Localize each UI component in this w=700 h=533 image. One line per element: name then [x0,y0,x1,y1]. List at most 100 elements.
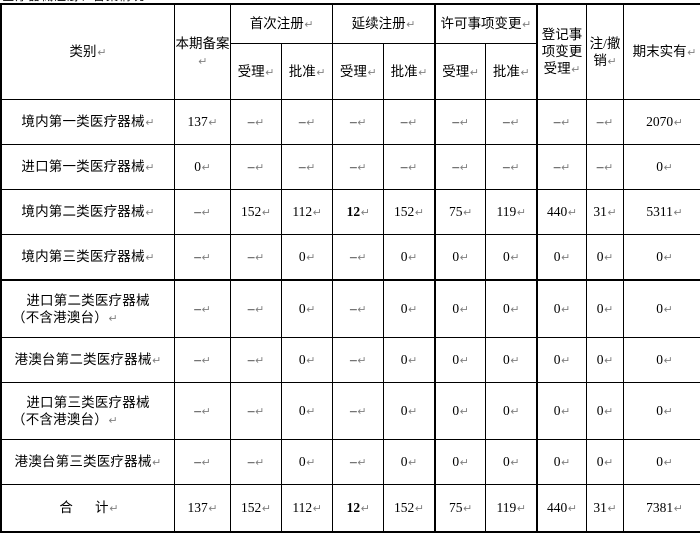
paragraph-mark-icon: ↵ [604,251,613,264]
header-sub-renewal-approve: 批准↵ [384,44,435,100]
row-label-5: 进口第二类医疗器械（不含港澳台）↵ [1,280,175,338]
cell-value: – [401,158,408,175]
table-cell-延续注册批准: 0↵ [384,383,435,440]
paragraph-mark-icon: ↵ [202,251,211,264]
cell-value: 0 [401,351,408,368]
table-header: 类别↵ 本期备案↵ 首次注册↵ 延续注册↵ 许可事项变更↵ 登记事项变更受理↵ [1,4,700,100]
header-group-first-registration-label: 首次注册 [250,16,304,31]
paragraph-mark-icon: ↵ [561,303,570,316]
paragraph-mark-icon: ↵ [198,55,207,68]
table-cell-许可事项变更受理: 75↵ [435,485,486,533]
cell-value: – [299,113,306,130]
header-group-license-change-label: 许可事项变更 [441,16,522,31]
paragraph-mark-icon: ↵ [304,18,313,31]
paragraph-mark-icon: ↵ [145,116,154,129]
table-cell-许可事项变更受理: 0↵ [435,440,486,485]
cell-value: – [503,158,510,175]
cell-value: – [452,113,459,130]
paragraph-mark-icon: ↵ [415,502,424,515]
cell-value: 0 [597,402,604,419]
header-sub-renewal-accept: 受理↵ [333,44,384,100]
table-cell-延续注册批准: 0↵ [384,338,435,383]
cell-value: – [350,248,357,265]
row-label-1: 境内第一类医疗器械↵ [1,100,175,145]
table-cell-期末实有: 0↵ [624,383,700,440]
paragraph-mark-icon: ↵ [408,251,417,264]
paragraph-mark-icon: ↵ [568,206,577,219]
paragraph-mark-icon: ↵ [408,161,417,174]
paragraph-mark-icon: ↵ [306,456,315,469]
paragraph-mark-icon: ↵ [357,251,366,264]
table-cell-期末实有: 0↵ [624,440,700,485]
paragraph-mark-icon: ↵ [517,502,526,515]
paragraph-mark-icon: ↵ [367,66,376,79]
paragraph-mark-icon: ↵ [316,66,325,79]
cell-value: 0 [299,248,306,265]
cell-value: – [350,453,357,470]
cell-value: – [194,453,201,470]
table-cell-期末实有: 2070↵ [624,100,700,145]
header-registration-change-accept: 登记事项变更受理↵ [537,4,587,100]
table-cell-许可事项变更批准: 0↵ [486,338,537,383]
cell-value: 0 [299,351,306,368]
table-cell-期末实有: 7381↵ [624,485,700,533]
header-cancel-withdraw: 注/撤销↵ [587,4,624,100]
row-label-line1: 进口第二类医疗器械 [26,293,149,308]
table-cell-首次注册受理: –↵ [231,280,282,338]
table-container: 类别↵ 本期备案↵ 首次注册↵ 延续注册↵ 许可事项变更↵ 登记事项变更受理↵ [0,3,700,533]
row-label-line1: 港澳台第二类医疗器械 [15,352,152,367]
table-row: 境内第一类医疗器械↵137↵–↵–↵–↵–↵–↵–↵–↵–↵2070↵ [1,100,700,145]
paragraph-mark-icon: ↵ [202,354,211,367]
table-cell-许可事项变更批准: 119↵ [486,485,537,533]
cell-value: 5311 [646,203,673,220]
paragraph-mark-icon: ↵ [664,456,673,469]
paragraph-mark-icon: ↵ [145,161,154,174]
table-cell-登记事项变更受理: 440↵ [537,190,587,235]
cell-value: 0 [299,300,306,317]
table-cell-登记事项变更受理: –↵ [537,145,587,190]
table-cell-许可事项变更批准: 0↵ [486,383,537,440]
table-cell-本期备案: –↵ [175,235,231,281]
paragraph-mark-icon: ↵ [510,251,519,264]
cell-value: 0 [452,453,459,470]
cell-value: 0 [554,351,561,368]
paragraph-mark-icon: ↵ [604,116,613,129]
header-group-first-registration: 首次注册↵ [231,4,333,44]
table-cell-许可事项变更批准: 119↵ [486,190,537,235]
paragraph-mark-icon: ↵ [604,303,613,316]
cell-value: 0 [299,402,306,419]
table-body: 境内第一类医疗器械↵137↵–↵–↵–↵–↵–↵–↵–↵–↵2070↵进口第一类… [1,100,700,533]
table-cell-许可事项变更批准: 0↵ [486,235,537,281]
total-label-part1: 合 [59,500,73,515]
paragraph-mark-icon: ↵ [561,456,570,469]
table-total-row: 合计↵137↵152↵112↵12↵152↵75↵119↵440↵31↵7381… [1,485,700,533]
cell-value: – [194,203,201,220]
cell-value: 440 [547,499,567,516]
table-cell-许可事项变更批准: –↵ [486,100,537,145]
paragraph-mark-icon: ↵ [255,116,264,129]
cell-value: – [597,158,604,175]
cell-value: 0 [503,300,510,317]
cell-value: – [350,113,357,130]
header-sub-first-accept: 受理↵ [231,44,282,100]
cell-value: – [194,402,201,419]
cell-value: 0 [503,402,510,419]
paragraph-mark-icon: ↵ [415,206,424,219]
cell-value: – [248,300,255,317]
table-cell-延续注册批准: 0↵ [384,440,435,485]
cell-value: 0 [452,402,459,419]
table-cell-延续注册受理: 12↵ [333,190,384,235]
table-cell-本期备案: 137↵ [175,485,231,533]
table-cell-期末实有: 0↵ [624,280,700,338]
header-sub-renewal-accept-label: 受理 [340,64,367,79]
row-label-4: 境内第三类医疗器械↵ [1,235,175,281]
paragraph-mark-icon: ↵ [517,206,526,219]
paragraph-mark-icon: ↵ [604,405,613,418]
paragraph-mark-icon: ↵ [604,354,613,367]
row-label-line1: 境内第一类医疗器械 [21,114,144,129]
table-cell-延续注册批准: –↵ [384,145,435,190]
header-sub-license-approve-label: 批准 [493,64,520,79]
cell-value: 0 [299,453,306,470]
table-cell-许可事项变更批准: 0↵ [486,440,537,485]
paragraph-mark-icon: ↵ [408,116,417,129]
